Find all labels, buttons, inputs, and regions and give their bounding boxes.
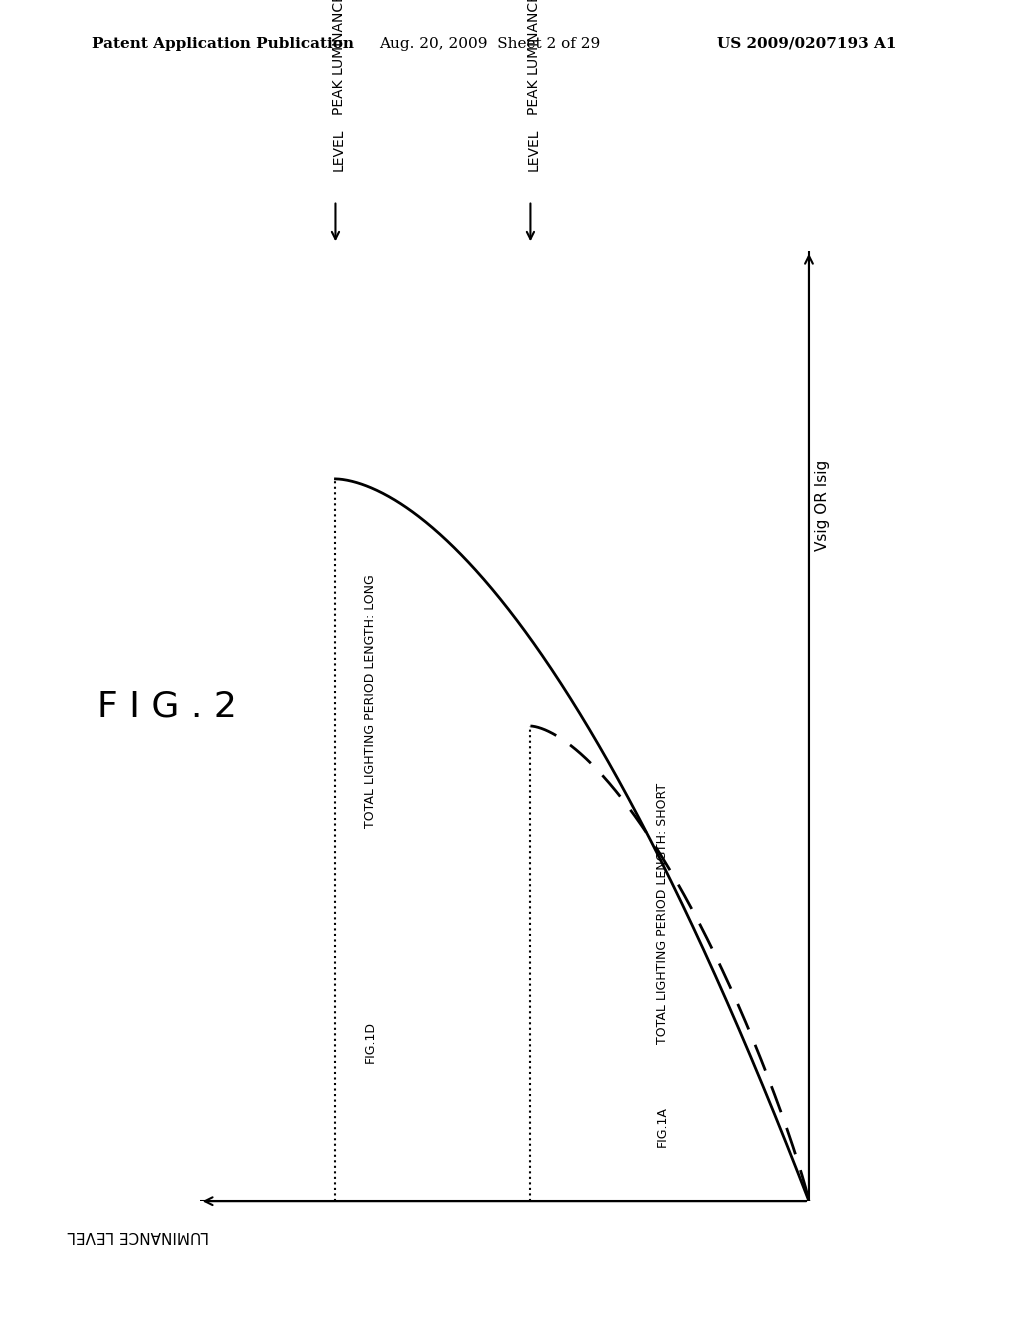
Text: US 2009/0207193 A1: US 2009/0207193 A1	[717, 37, 896, 51]
Text: Vsig OR Isig: Vsig OR Isig	[815, 459, 830, 552]
Text: TOTAL LIGHTING PERIOD LENGTH: LONG: TOTAL LIGHTING PERIOD LENGTH: LONG	[364, 574, 377, 828]
Text: FIG.1D: FIG.1D	[364, 1020, 377, 1063]
Text: PEAK LUMINANCE: PEAK LUMINANCE	[332, 0, 345, 115]
Text: Aug. 20, 2009  Sheet 2 of 29: Aug. 20, 2009 Sheet 2 of 29	[379, 37, 600, 51]
Text: LEVEL: LEVEL	[332, 128, 345, 170]
Text: LUMINANCE LEVEL: LUMINANCE LEVEL	[68, 1228, 209, 1242]
Text: F I G . 2: F I G . 2	[97, 690, 238, 723]
Text: LEVEL: LEVEL	[526, 128, 541, 170]
Text: FIG.1A: FIG.1A	[656, 1106, 670, 1147]
Text: TOTAL LIGHTING PERIOD LENGTH: SHORT: TOTAL LIGHTING PERIOD LENGTH: SHORT	[656, 783, 670, 1044]
Text: PEAK LUMINANCE: PEAK LUMINANCE	[526, 0, 541, 115]
Text: Patent Application Publication: Patent Application Publication	[92, 37, 354, 51]
